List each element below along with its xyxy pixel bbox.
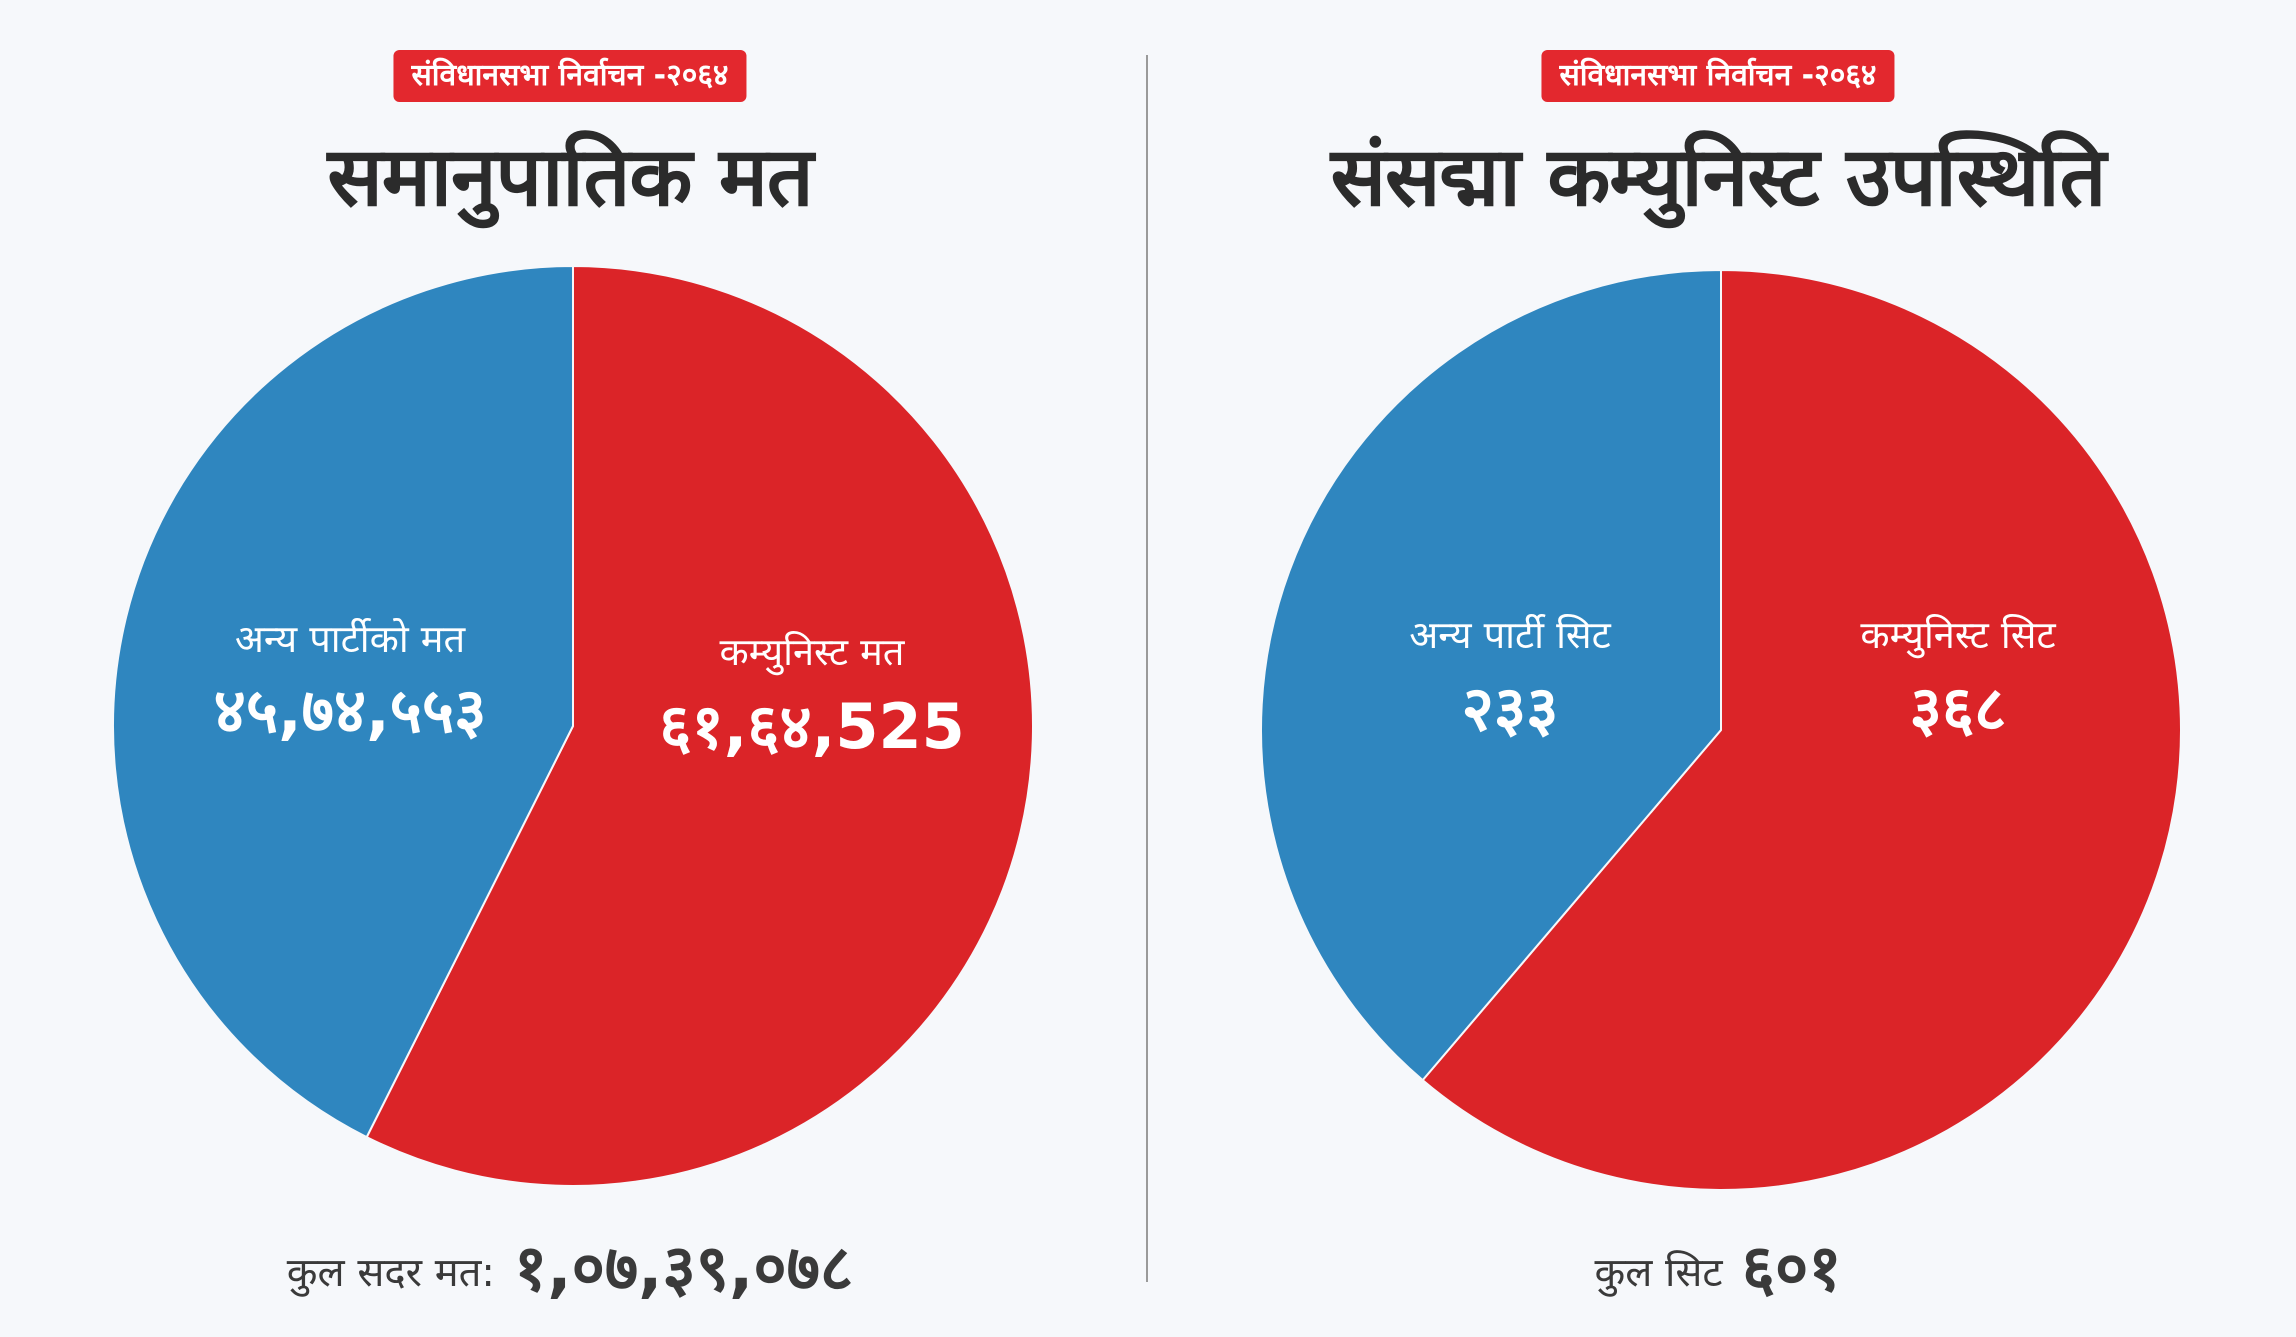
seats-panel: संविधानसभा निर्वाचन -२०६४ संसद्मा कम्युन…	[1148, 0, 2296, 1337]
total-votes-value: १,०७,३९,०७८	[514, 1232, 854, 1306]
communist-votes-value: ६१,६४,525	[659, 690, 965, 763]
total-votes-label: कुल सदर मत:	[286, 1250, 495, 1296]
other-seats-label: अन्य पार्टी सिट	[1409, 613, 1611, 657]
communist-seats-slice	[1421, 268, 2182, 1191]
communist-seats-value: ३६८	[1910, 672, 2007, 745]
other-votes-value: ४५,७४,५५३	[214, 674, 487, 747]
other-votes-slice	[112, 264, 574, 1139]
communist-votes-slice	[365, 264, 1034, 1187]
votes-pie-chart: अन्य पार्टीको मत ४५,७४,५५३ कम्युनिस्ट मत…	[112, 264, 1034, 1187]
votes-chart-title: समानुपातिक मत	[327, 130, 813, 225]
total-seats: कुल सिट ६०१	[1148, 1222, 2288, 1309]
total-seats-value: ६०१	[1741, 1232, 1842, 1306]
other-votes-label: अन्य पार्टीको मत	[235, 617, 467, 661]
seats-pie-chart: अन्य पार्टी सिट २३३ कम्युनिस्ट सिट ३६८	[1260, 268, 2182, 1191]
election-badge: संविधानसभा निर्वाचन -२०६४	[1541, 50, 1895, 102]
communist-seats-label: कम्युनिस्ट सिट	[1860, 613, 2056, 659]
total-seats-label: कुल सिट	[1594, 1250, 1723, 1296]
panel-divider	[1146, 55, 1148, 1282]
other-seats-value: २३३	[1462, 672, 1559, 745]
other-seats-slice	[1260, 268, 1722, 1082]
election-badge: संविधानसभा निर्वाचन -२०६४	[393, 50, 747, 102]
total-votes: कुल सदर मत: १,०७,३९,०७८	[0, 1222, 1140, 1309]
seats-chart-title: संसद्मा कम्युनिस्ट उपस्थिति	[1330, 130, 2107, 225]
votes-panel: संविधानसभा निर्वाचन -२०६४ समानुपातिक मत …	[0, 50, 1140, 1309]
communist-votes-label: कम्युनिस्ट मत	[720, 630, 906, 676]
